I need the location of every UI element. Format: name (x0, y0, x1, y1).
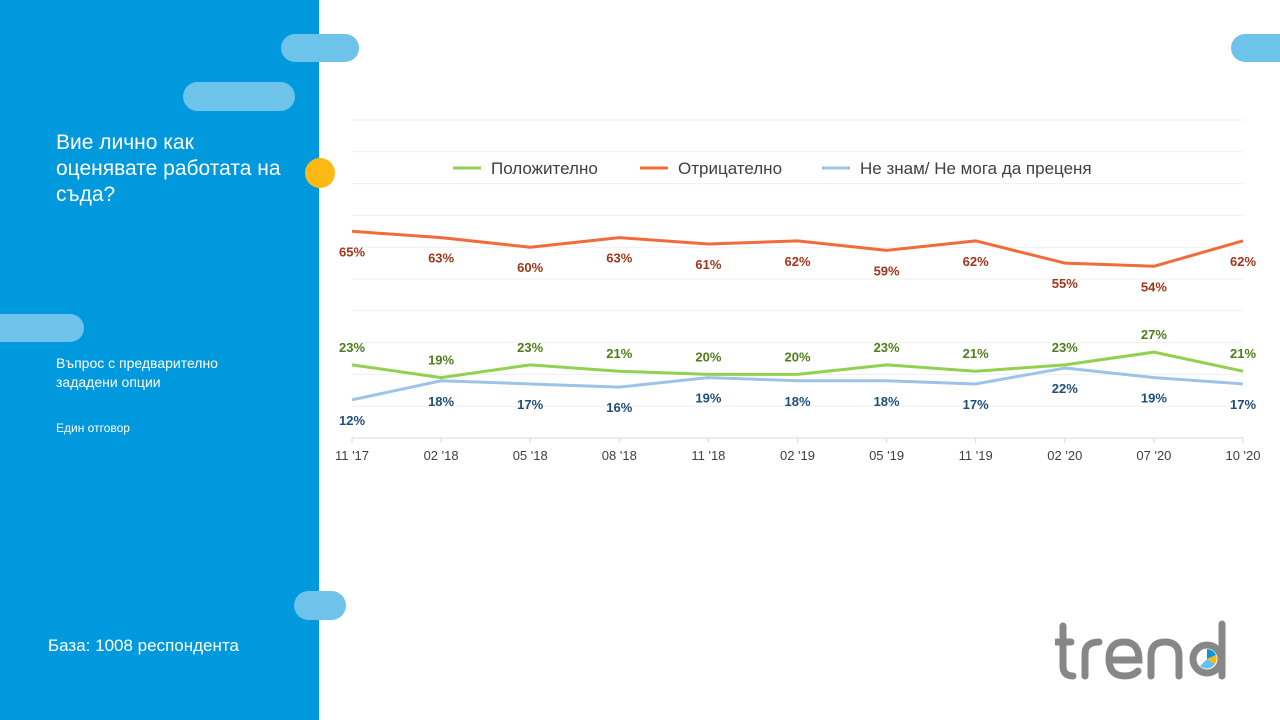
data-label: 17% (517, 397, 543, 412)
x-tick-label: 05 '18 (513, 448, 548, 463)
x-tick-label: 11 '18 (691, 448, 725, 463)
question-subtext: Въпрос с предварително зададени опции (56, 355, 218, 390)
x-tick-label: 02 '18 (424, 448, 459, 463)
data-label: 59% (874, 263, 900, 278)
series-line (351, 366, 1244, 402)
data-label: 63% (428, 251, 454, 266)
legend-label: Отрицателно (678, 159, 782, 178)
chart-legend: Положително Отрицателно Не знам/ Не мога д… (453, 159, 1092, 178)
x-tick-label: 02 '20 (1047, 448, 1082, 463)
decor-pill (294, 591, 346, 620)
data-label: 20% (784, 349, 810, 364)
legend-label: Не знам/ Не мога да преценя (860, 159, 1092, 178)
data-label: 63% (606, 251, 632, 266)
data-label: 54% (1141, 279, 1167, 294)
x-tick-label: 11 '17 (335, 448, 369, 463)
data-label: 62% (963, 254, 989, 269)
data-label: 12% (339, 413, 365, 428)
series-line (351, 350, 1244, 380)
data-label: 17% (963, 397, 989, 412)
decor-dot (305, 158, 335, 188)
data-label: 18% (784, 394, 810, 409)
data-label: 23% (1052, 340, 1078, 355)
data-label: 23% (874, 340, 900, 355)
data-label: 21% (963, 346, 989, 361)
data-label: 18% (428, 394, 454, 409)
chart-grid (352, 119, 1243, 407)
data-label: 61% (695, 257, 721, 272)
series-line (351, 229, 1244, 268)
x-tick-label: 11 '19 (959, 448, 993, 463)
x-tick-label: 08 '18 (602, 448, 637, 463)
data-label: 23% (339, 340, 365, 355)
decor-pill (281, 34, 359, 62)
decor-pill (183, 82, 295, 111)
x-tick-label: 02 '19 (780, 448, 815, 463)
data-label: 19% (695, 391, 721, 406)
chart-series: 23% 19% 23% 21% 20% 20% 23% 21% 23% 27% 21% 65% 63% 6… (339, 229, 1256, 428)
data-label: 23% (517, 340, 543, 355)
decor-pill (1231, 34, 1280, 62)
data-label: 60% (517, 260, 543, 275)
data-label: 19% (428, 353, 454, 368)
decor-pill (0, 314, 84, 342)
x-tick-label: 05 '19 (869, 448, 904, 463)
trend-logo (1055, 620, 1226, 680)
data-label: 20% (695, 349, 721, 364)
sidebar-panel (0, 0, 319, 720)
data-label: 18% (874, 394, 900, 409)
x-tick-label: 07 '20 (1136, 448, 1171, 463)
data-label: 22% (1052, 381, 1078, 396)
data-label: 55% (1052, 276, 1078, 291)
data-label: 19% (1141, 391, 1167, 406)
data-label: 65% (339, 244, 365, 259)
data-label: 16% (606, 400, 632, 415)
base-respondents: База: 1008 респондента (48, 636, 239, 655)
data-label: 21% (606, 346, 632, 361)
data-label: 21% (1230, 346, 1256, 361)
answer-type: Един отговор (56, 421, 130, 435)
data-label: 17% (1230, 397, 1256, 412)
x-axis: 11 '17 02 '18 05 '18 08 '18 11 '18 02 '19 05 '… (335, 437, 1261, 463)
data-label: 62% (784, 254, 810, 269)
legend-label: Положително (491, 159, 598, 178)
data-label: 62% (1230, 254, 1256, 269)
question-title: Вие лично как оценявате работата на съда… (56, 131, 281, 206)
x-tick-label: 10 '20 (1225, 448, 1260, 463)
data-label: 27% (1141, 327, 1167, 342)
